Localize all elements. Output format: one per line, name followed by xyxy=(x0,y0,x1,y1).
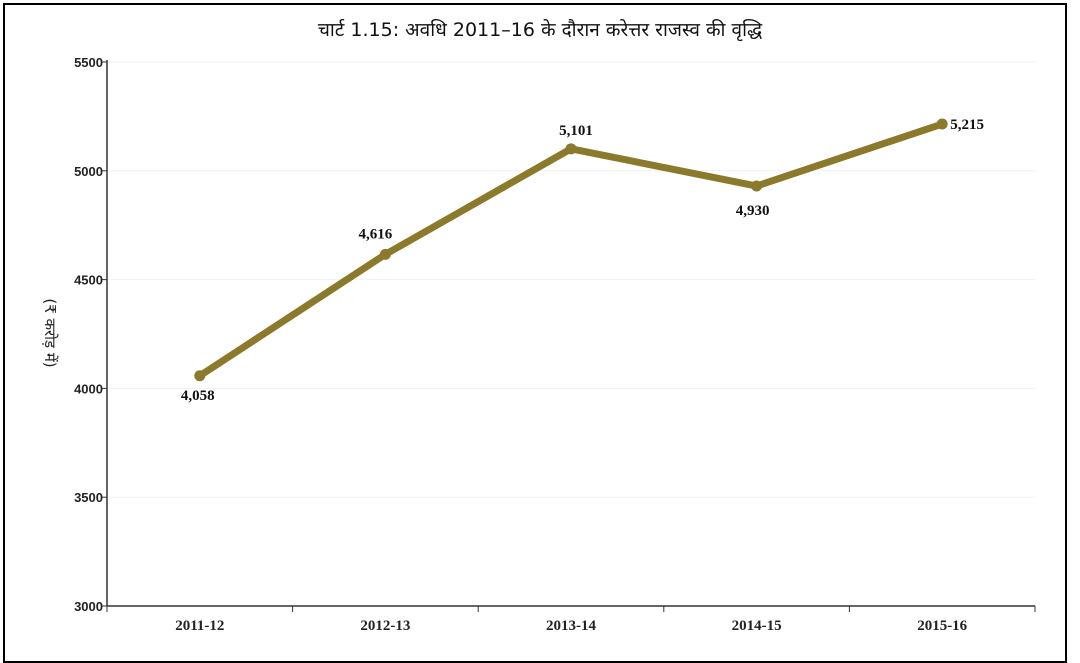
data-label: 4,058 xyxy=(181,388,215,404)
data-labels: 4,058 4,616 5,101 4,930 5,215 xyxy=(181,117,984,404)
y-tick-label: 5500 xyxy=(74,55,103,70)
data-label: 5,101 xyxy=(559,123,593,139)
x-tick-label: 2012-13 xyxy=(360,618,410,634)
chart-title: चार्ट 1.15: अवधि 2011–16 के दौरान करेत्त… xyxy=(317,19,763,41)
y-tick-label: 5000 xyxy=(74,164,103,179)
data-label: 4,616 xyxy=(359,226,393,242)
data-point xyxy=(936,118,948,130)
series-line xyxy=(196,120,946,380)
y-tick-label: 3000 xyxy=(74,599,103,614)
chart-frame xyxy=(3,3,1067,663)
y-ticks: 3000 3500 4000 4500 5000 5500 xyxy=(74,55,107,614)
data-point xyxy=(194,370,206,382)
data-label: 5,215 xyxy=(950,117,984,133)
data-point xyxy=(379,248,391,260)
x-tick-label: 2014-15 xyxy=(732,618,782,634)
y-tick-label: 4500 xyxy=(74,273,103,288)
gridlines xyxy=(107,61,1035,498)
y-tick-label: 4000 xyxy=(74,381,103,396)
data-points xyxy=(194,118,948,382)
x-tick-label: 2013-14 xyxy=(546,618,596,634)
x-tick-label: 2015-16 xyxy=(917,618,967,634)
data-point xyxy=(751,180,763,192)
data-point xyxy=(565,143,577,155)
y-axis-label: (₹ करोड़ में) xyxy=(41,298,59,367)
data-label: 4,930 xyxy=(736,203,770,219)
series-line-path xyxy=(196,120,946,380)
x-tick-label: 2011-12 xyxy=(175,618,224,634)
y-tick-label: 3500 xyxy=(74,490,103,505)
x-ticks: 2011-12 2012-13 2013-14 2014-15 2015-16 xyxy=(106,606,1036,634)
